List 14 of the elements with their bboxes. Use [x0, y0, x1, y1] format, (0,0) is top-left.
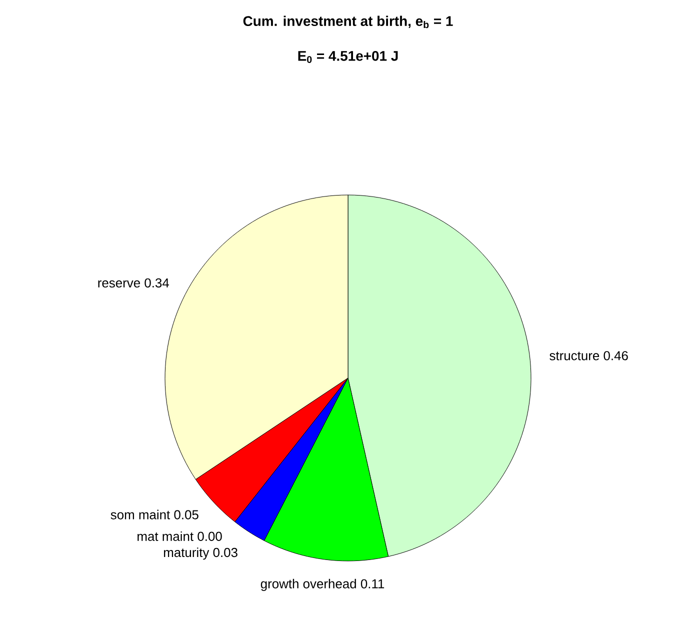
chart-subtitle: E$_{0}$ = 4.51e+01 J [298, 50, 398, 63]
chart-title: Cum. investment at birth, e$_{b}$ = 1 [243, 16, 453, 28]
category-label: mat maint [138, 531, 194, 541]
slice-label: maturity [164, 548, 210, 560]
slice-label: growth overhead [260, 578, 356, 591]
slice-label: som maint [110, 510, 170, 520]
data-label: 0.34 [144, 278, 169, 288]
data-label: 0.03 [213, 548, 238, 558]
text: 0.00 [198, 532, 222, 541]
data-label: 0.11 [360, 579, 384, 588]
slice-label: reserve [98, 280, 140, 288]
data-label: 0.05 [174, 510, 198, 520]
data-label: 0.46 [604, 351, 628, 360]
slice-label: structure [550, 352, 600, 360]
